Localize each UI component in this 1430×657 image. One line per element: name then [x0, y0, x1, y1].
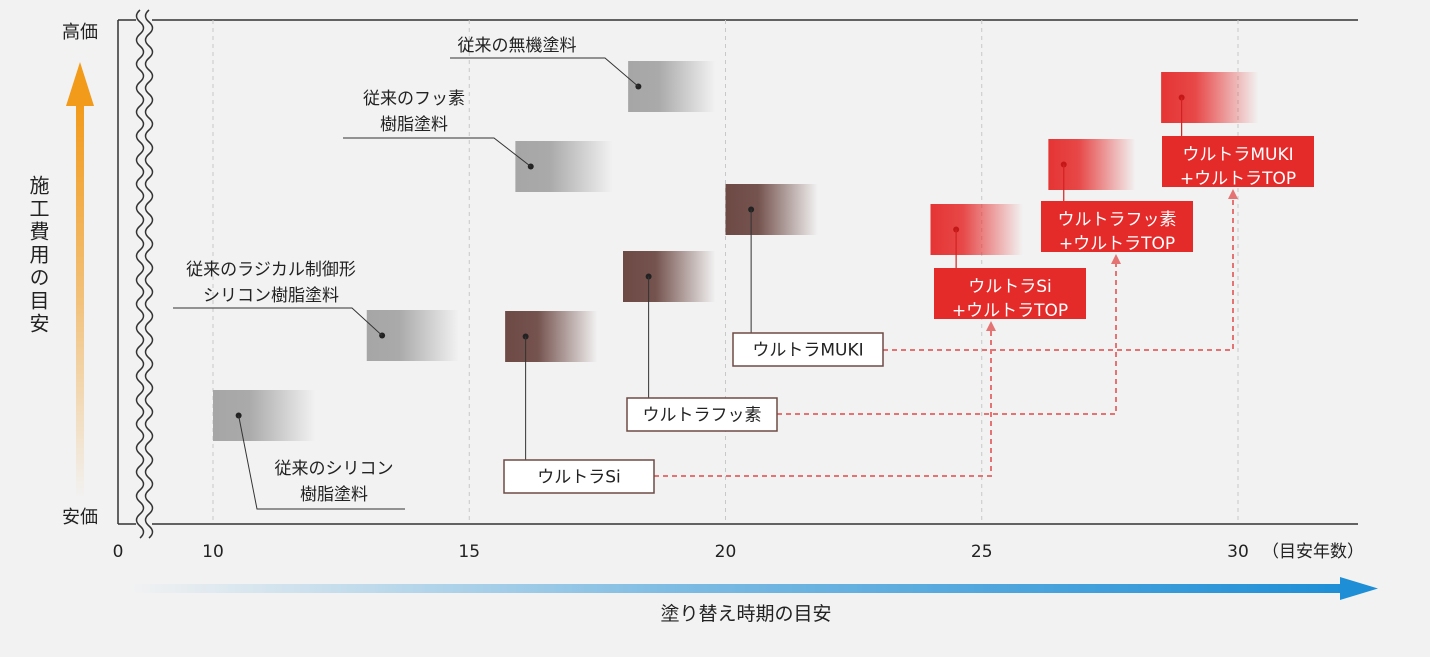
upgrade-connector	[654, 330, 992, 477]
range-bar-conventional-inorganic	[628, 61, 716, 112]
product-ranges	[213, 61, 1259, 441]
product-label-text: ウルトラフッ素	[1058, 210, 1177, 230]
product-label-text: 樹脂塗料	[300, 484, 368, 505]
y-axis-label: 施工費用の目安	[26, 175, 50, 336]
timeline-arrow-icon	[128, 577, 1378, 600]
axis-break-icon	[135, 9, 154, 539]
plot-frame	[117, 19, 1358, 525]
connector-arrowhead-icon	[986, 321, 996, 331]
range-bar-ultra-si	[505, 311, 598, 362]
range-bar-ultra-si-top	[930, 204, 1023, 255]
range-bar-ultra-muki-top	[1161, 72, 1259, 123]
label-box-ultra-muki-top	[1162, 136, 1314, 187]
product-label-text: 従来のラジカル制御形	[186, 260, 356, 280]
product-label-text: 従来の無機塗料	[458, 35, 577, 56]
y-bottom-label: 安価	[62, 507, 98, 528]
x-tick-label: 25	[971, 542, 993, 562]
range-bar-ultra-fluorine	[623, 251, 716, 302]
x-tick-label: 15	[458, 542, 480, 562]
connector-arrowhead-icon	[1228, 189, 1238, 199]
product-label-text: ウルトラフッ素	[643, 406, 762, 426]
product-label-text: シリコン樹脂塗料	[203, 285, 339, 306]
label-box-ultra-fluorine-top	[1041, 201, 1193, 252]
upgrade-connectors	[654, 189, 1238, 477]
range-bar-conventional-silicone	[213, 390, 316, 441]
product-label-text: ウルトラSi	[537, 468, 621, 488]
upgrade-connector	[883, 199, 1234, 351]
range-bar-ultra-muki	[725, 184, 818, 235]
leader-lines	[173, 57, 1183, 510]
x-tick-label: 10	[202, 542, 224, 562]
label-box-ultra-muki	[732, 332, 884, 367]
x-axis-label: 塗り替え時期の目安	[660, 602, 831, 625]
x-tick-label: 20	[715, 542, 737, 562]
product-label-text: +ウルトラTOP	[1059, 234, 1175, 254]
x-tick-label: 0	[113, 542, 124, 562]
y-top-label: 高価	[62, 22, 98, 43]
product-label-text: ウルトラMUKI	[752, 341, 863, 361]
label-box-ultra-si-top	[934, 268, 1086, 319]
label-box-ultra-si	[503, 459, 655, 494]
product-label-text: +ウルトラTOP	[1180, 169, 1296, 189]
product-label-text: 従来のフッ素	[363, 89, 465, 109]
upgrade-connector	[777, 263, 1117, 415]
connector-arrowhead-icon	[1111, 254, 1121, 264]
x-unit-label: （目安年数）	[1262, 542, 1364, 562]
x-tick-label: 30	[1227, 542, 1249, 562]
x-tick-labels: 0 10 15 20 25 30	[113, 542, 1249, 562]
product-label-text: ウルトラMUKI	[1182, 145, 1293, 165]
label-box-ultra-fluorine	[626, 397, 778, 432]
product-label-text: ウルトラSi	[968, 277, 1052, 297]
product-label-text: 樹脂塗料	[380, 114, 448, 135]
cost-arrow-icon	[66, 62, 94, 499]
product-labels: 従来のシリコン樹脂塗料従来のラジカル制御形シリコン樹脂塗料従来のフッ素樹脂塗料従…	[186, 35, 1314, 505]
product-label-text: 従来のシリコン	[275, 459, 394, 479]
product-label-text: +ウルトラTOP	[952, 301, 1068, 321]
